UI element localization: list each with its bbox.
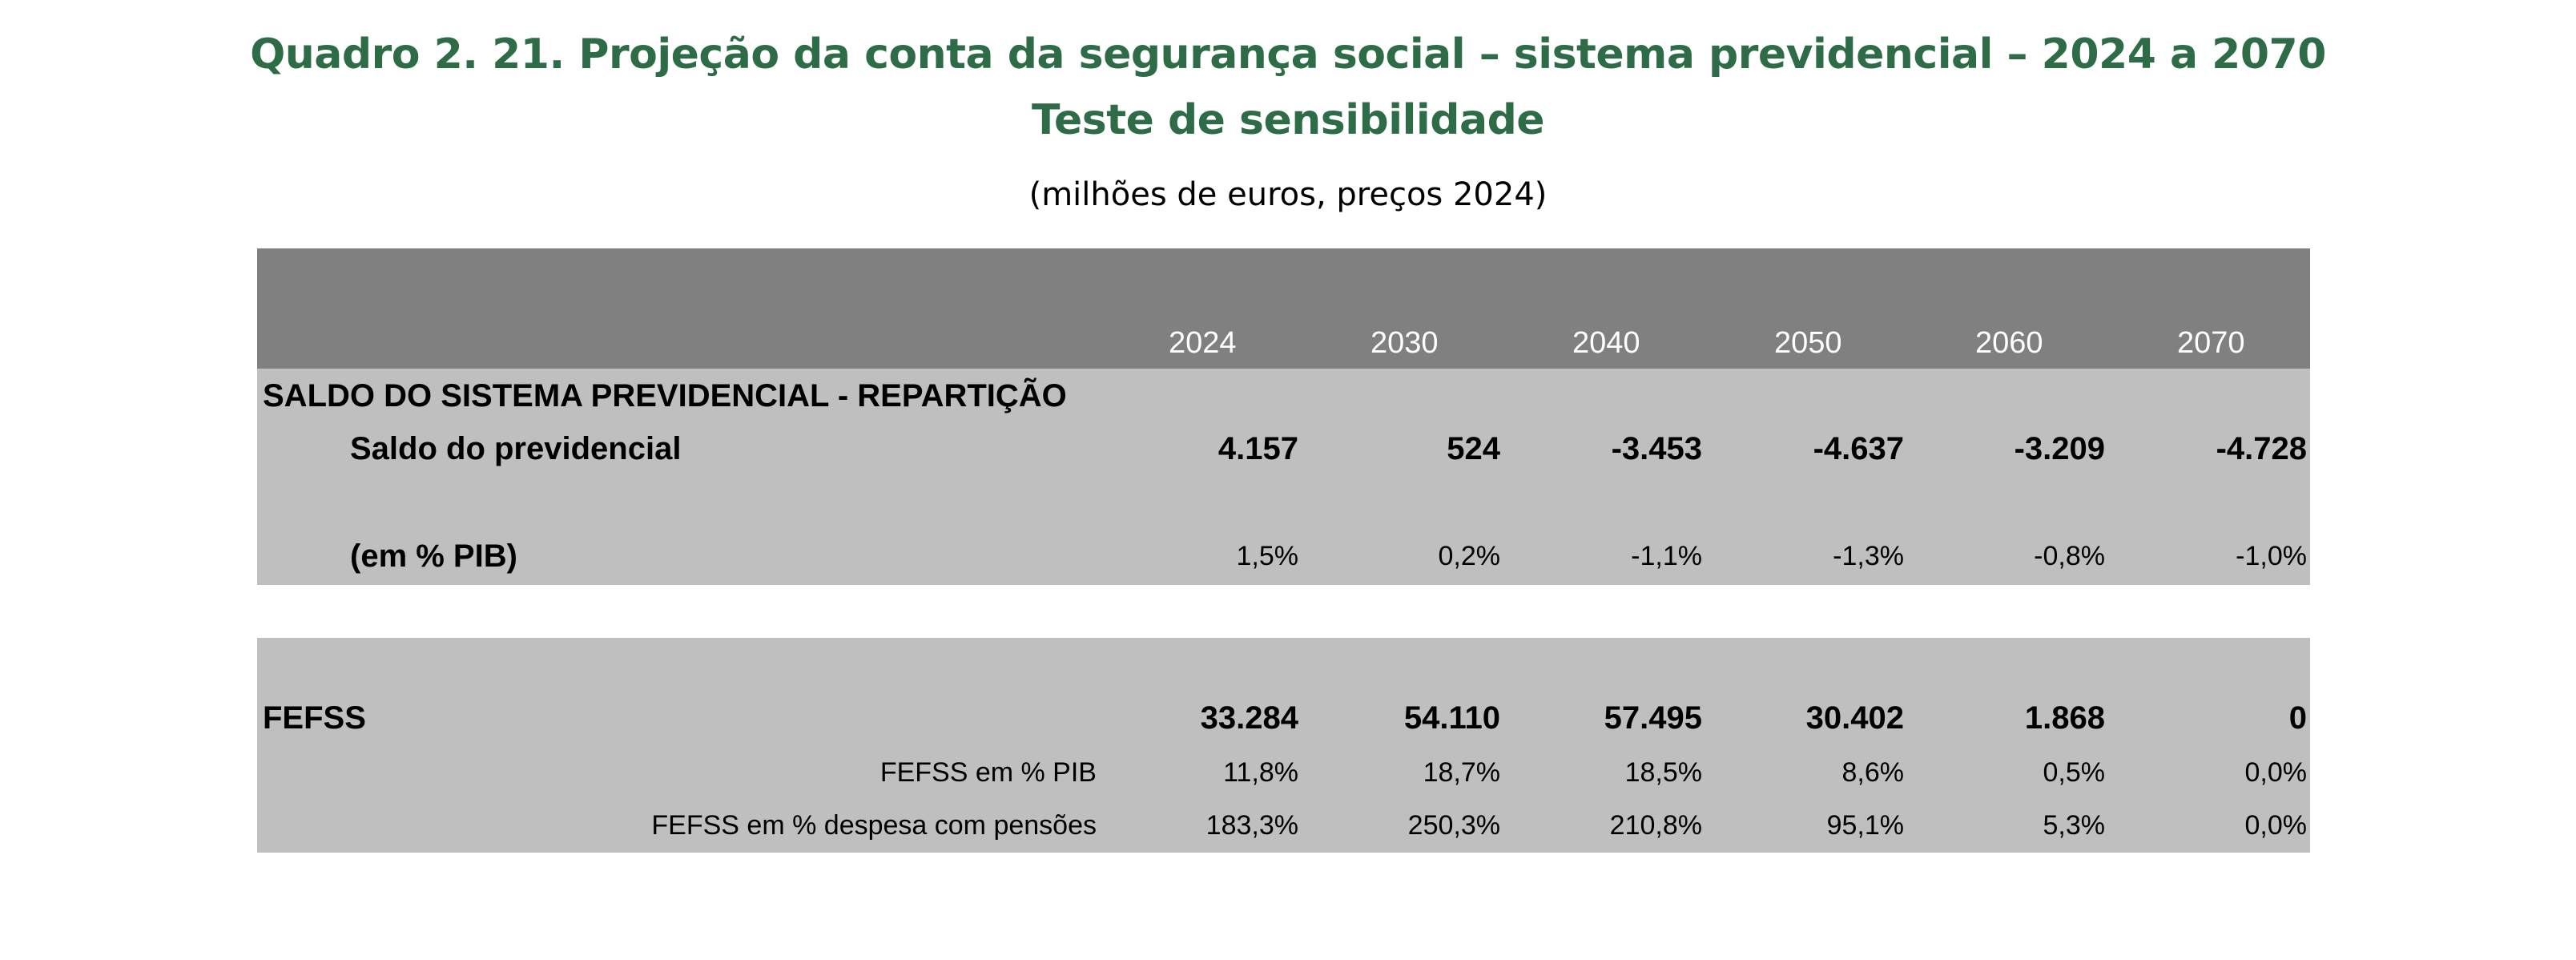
value-cell: 183,3% — [1205, 810, 1298, 841]
table-row: (em % PIB) 1,5% 0,2% -1,1% -1,3% -0,8% -… — [257, 532, 2310, 580]
value-cell: -3.209 — [2014, 431, 2105, 466]
row-label: Saldo do previdencial — [350, 431, 682, 466]
value-cell: 250,3% — [1407, 810, 1500, 841]
section-heading-row: SALDO DO SISTEMA PREVIDENCIAL - REPARTIÇ… — [257, 372, 2310, 420]
year-header-row: 2024 2030 2040 2050 2060 2070 — [1169, 326, 2245, 360]
value-cell: -4.728 — [2216, 431, 2307, 466]
value-cell: 18,5% — [1624, 757, 1702, 788]
value-cell: 210,8% — [1609, 810, 1702, 841]
value-cell: 33.284 — [1200, 700, 1298, 736]
value-cell: 54.110 — [1403, 700, 1500, 736]
table-row: FEFSS 33.284 54.110 57.495 30.402 1.868 … — [257, 694, 2310, 742]
value-cell: -1,3% — [1833, 541, 1904, 571]
value-cell: 30.402 — [1805, 700, 1904, 736]
value-cell: 11,8% — [1223, 757, 1298, 788]
table-subtitle: Teste de sensibilidade — [1031, 96, 1545, 144]
value-cell: -4.637 — [1813, 431, 1904, 466]
value-cell: 8,6% — [1841, 757, 1905, 788]
table-row: Saldo do previdencial 4.157 524 -3.453 -… — [257, 425, 2310, 473]
value-cell: -1,1% — [1631, 541, 1702, 571]
value-cell: 18,7% — [1423, 757, 1500, 788]
row-label: (em % PIB) — [350, 538, 517, 574]
table-row: FEFSS em % PIB 11,8% 18,7% 18,5% 8,6% 0,… — [257, 748, 2310, 797]
section-heading: SALDO DO SISTEMA PREVIDENCIAL - REPARTIÇ… — [263, 378, 1067, 413]
value-cell: 5,3% — [2043, 810, 2106, 841]
value-cell: 0,0% — [2244, 810, 2308, 841]
value-cell: 0,2% — [1438, 541, 1501, 571]
table-title: Quadro 2. 21. Projeção da conta da segur… — [250, 30, 2326, 79]
fefss-section-band — [257, 638, 2310, 853]
value-cell: 0,0% — [2244, 757, 2308, 788]
table-row: FEFSS em % despesa com pensões 183,3% 25… — [257, 801, 2310, 849]
value-cell: 1,5% — [1236, 541, 1299, 571]
value-cell: -3.453 — [1611, 431, 1702, 466]
value-cell: 0 — [2288, 700, 2307, 736]
value-cell: 524 — [1447, 431, 1500, 466]
value-cell: 4.157 — [1218, 431, 1298, 466]
value-cell: 1.868 — [2024, 700, 2105, 736]
header-band — [257, 248, 2310, 369]
saldo-section-band — [257, 369, 2310, 585]
value-cell: 95,1% — [1826, 810, 1904, 841]
value-cell: 0,5% — [2043, 757, 2106, 788]
row-label: FEFSS em % despesa com pensões — [651, 810, 1097, 841]
units-note: (milhões de euros, preços 2024) — [1028, 176, 1548, 213]
value-cell: 57.495 — [1604, 700, 1702, 736]
row-label: FEFSS em % PIB — [879, 757, 1097, 788]
value-cell: -1,0% — [2236, 541, 2307, 571]
row-label: FEFSS — [263, 700, 366, 736]
value-cell: -0,8% — [2034, 541, 2105, 571]
